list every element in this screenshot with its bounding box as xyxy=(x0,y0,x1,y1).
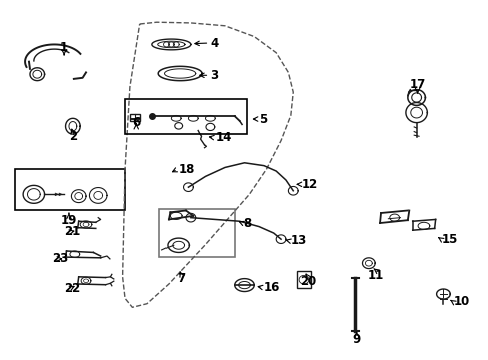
Text: 14: 14 xyxy=(215,131,231,144)
Text: 10: 10 xyxy=(453,296,469,309)
Text: 2: 2 xyxy=(69,130,77,144)
Text: 12: 12 xyxy=(302,178,318,191)
Bar xyxy=(130,114,140,121)
Text: 17: 17 xyxy=(408,78,425,91)
Text: 5: 5 xyxy=(259,113,267,126)
Text: 11: 11 xyxy=(367,269,384,282)
Bar xyxy=(125,99,246,134)
Text: 7: 7 xyxy=(177,272,185,285)
Text: 23: 23 xyxy=(52,252,68,265)
Text: 15: 15 xyxy=(441,233,457,246)
Text: 16: 16 xyxy=(264,281,280,294)
Text: 4: 4 xyxy=(210,36,218,50)
Text: 9: 9 xyxy=(352,333,360,346)
Text: 20: 20 xyxy=(299,275,315,288)
Text: 6: 6 xyxy=(132,116,140,129)
Bar xyxy=(15,169,125,211)
Text: 22: 22 xyxy=(64,282,80,295)
Bar xyxy=(159,209,234,257)
Text: 18: 18 xyxy=(178,163,195,176)
Text: 3: 3 xyxy=(210,69,218,82)
Text: 19: 19 xyxy=(61,214,77,227)
Text: 13: 13 xyxy=(290,234,306,247)
Text: 1: 1 xyxy=(60,41,68,54)
Bar xyxy=(297,271,310,288)
Text: 21: 21 xyxy=(64,225,80,238)
Text: 8: 8 xyxy=(243,216,251,230)
